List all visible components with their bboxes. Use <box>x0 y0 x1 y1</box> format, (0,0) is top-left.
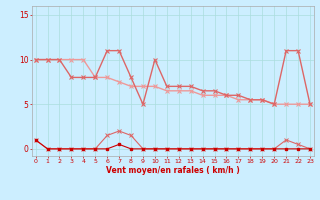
X-axis label: Vent moyen/en rafales ( km/h ): Vent moyen/en rafales ( km/h ) <box>106 166 240 175</box>
